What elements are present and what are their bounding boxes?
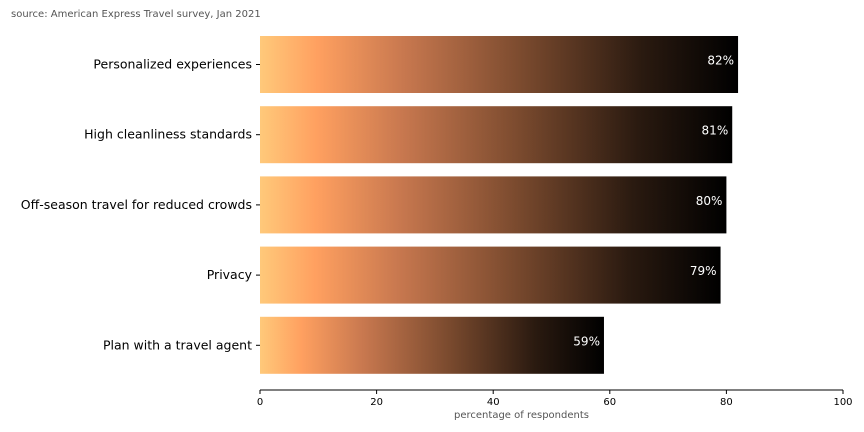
bar-0 <box>260 36 739 93</box>
bar-4 <box>260 316 604 374</box>
category-label: Off-season travel for reduced crowds <box>21 197 252 212</box>
source-note: source: American Express Travel survey, … <box>11 9 261 20</box>
bars-layer: Personalized experiences 82% High cleanlin… <box>21 36 739 374</box>
x-tick-label: 80 <box>720 397 733 408</box>
x-tick-label: 40 <box>487 397 500 408</box>
category-label: Privacy <box>207 267 253 282</box>
x-tick-label: 60 <box>603 397 616 408</box>
bar-3 <box>260 246 721 304</box>
x-tick-label: 0 <box>257 397 263 408</box>
category-label: High cleanliness standards <box>84 127 252 142</box>
value-label: 59% <box>573 334 600 348</box>
bar-1 <box>260 106 733 164</box>
x-tick-label: 100 <box>833 397 852 408</box>
bar-2 <box>260 176 727 234</box>
x-axis: 0 20 40 60 80 100 percentage of respondents <box>257 389 853 421</box>
category-label: Plan with a travel agent <box>103 337 252 352</box>
category-label: Personalized experiences <box>93 57 252 72</box>
value-label: 81% <box>702 124 729 138</box>
x-tick-label: 20 <box>370 397 383 408</box>
value-label: 80% <box>696 194 723 208</box>
x-axis-title: percentage of respondents <box>454 410 589 421</box>
value-label: 82% <box>707 54 734 68</box>
value-label: 79% <box>690 264 717 278</box>
